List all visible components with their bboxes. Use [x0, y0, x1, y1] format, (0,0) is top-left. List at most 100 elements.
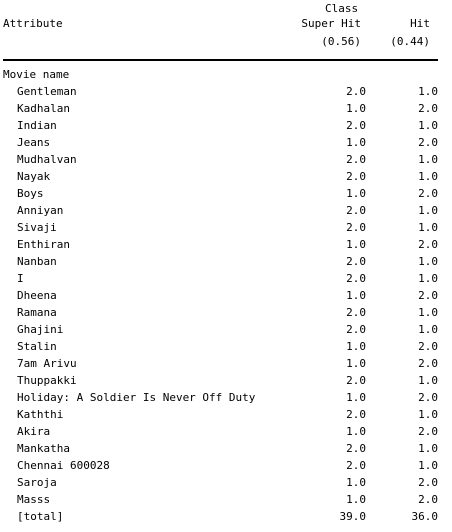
super-hit-count-cell: 1.0 [320, 236, 366, 253]
super-hit-count-cell: 2.0 [320, 151, 366, 168]
hit-count-cell: 1.0 [390, 406, 438, 423]
super-hit-count-cell: 2.0 [320, 321, 366, 338]
table-row: Ghajini 2.0 1.0 [0, 321, 452, 338]
hit-count-cell: 2.0 [390, 134, 438, 151]
movie-name-cell: 7am Arivu [17, 355, 77, 372]
movie-name-cell: Masss [17, 491, 50, 508]
super-hit-count-cell: 2.0 [320, 440, 366, 457]
movie-name-cell: Thuppakki [17, 372, 77, 389]
movie-name-cell: Sivaji [17, 219, 57, 236]
table-row: Chennai 600028 2.0 1.0 [0, 457, 452, 474]
hit-count-cell: 1.0 [390, 457, 438, 474]
table-row: Akira 1.0 2.0 [0, 423, 452, 440]
movie-name-cell: Mudhalvan [17, 151, 77, 168]
movie-name-cell: Gentleman [17, 83, 77, 100]
hit-count-cell: 1.0 [390, 202, 438, 219]
super-hit-prior: (0.56) [300, 33, 361, 50]
hit-count-cell: 1.0 [390, 253, 438, 270]
hit-count-cell: 1.0 [390, 372, 438, 389]
hit-count-cell: 1.0 [390, 440, 438, 457]
movie-name-cell: Stalin [17, 338, 57, 355]
table-row: Thuppakki 2.0 1.0 [0, 372, 452, 389]
super-hit-count-cell: 2.0 [320, 202, 366, 219]
hit-count-cell: 1.0 [390, 168, 438, 185]
super-hit-count-cell: 1.0 [320, 355, 366, 372]
super-hit-count-cell: 2.0 [320, 83, 366, 100]
hit-count-cell: 2.0 [390, 338, 438, 355]
table-row: Ramana 2.0 1.0 [0, 304, 452, 321]
hit-column-header: Hit [390, 15, 430, 32]
hit-count-cell: 2.0 [390, 423, 438, 440]
super-hit-count-cell: 1.0 [320, 423, 366, 440]
hit-count-cell: 1.0 [390, 321, 438, 338]
movie-name-cell: Saroja [17, 474, 57, 491]
movie-name-cell: Ramana [17, 304, 57, 321]
hit-count-cell: 2.0 [390, 287, 438, 304]
table-row: Kaththi 2.0 1.0 [0, 406, 452, 423]
super-hit-count-cell: 2.0 [320, 304, 366, 321]
hit-count-cell: 1.0 [390, 151, 438, 168]
table-row: Anniyan 2.0 1.0 [0, 202, 452, 219]
hit-count-cell: 2.0 [390, 389, 438, 406]
movie-name-cell: Anniyan [17, 202, 63, 219]
super-hit-count-cell: 2.0 [320, 372, 366, 389]
movie-name-cell: Akira [17, 423, 50, 440]
super-hit-count-cell: 2.0 [320, 168, 366, 185]
movie-name-cell: Ghajini [17, 321, 63, 338]
table-row: Mankatha 2.0 1.0 [0, 440, 452, 457]
super-hit-count-cell: 2.0 [320, 219, 366, 236]
movie-name-cell: Kadhalan [17, 100, 70, 117]
movie-name-cell: I [17, 270, 24, 287]
movie-name-cell: Holiday: A Soldier Is Never Off Duty [17, 389, 255, 406]
hit-total-cell: 36.0 [390, 508, 438, 525]
table-row: Gentleman 2.0 1.0 [0, 83, 452, 100]
section-label: Movie name [3, 66, 69, 83]
total-label: [total] [17, 508, 63, 525]
movie-name-cell: Enthiran [17, 236, 70, 253]
super-hit-count-cell: 1.0 [320, 134, 366, 151]
hit-count-cell: 1.0 [390, 117, 438, 134]
hit-count-cell: 1.0 [390, 83, 438, 100]
table-row: Stalin 1.0 2.0 [0, 338, 452, 355]
table-row: Enthiran 1.0 2.0 [0, 236, 452, 253]
table-row: Holiday: A Soldier Is Never Off Duty 1.0 2… [0, 389, 452, 406]
hit-count-cell: 2.0 [390, 185, 438, 202]
super-hit-count-cell: 2.0 [320, 270, 366, 287]
movie-name-cell: Nayak [17, 168, 50, 185]
super-hit-count-cell: 2.0 [320, 117, 366, 134]
table-row: Saroja 1.0 2.0 [0, 474, 452, 491]
table-row: Boys 1.0 2.0 [0, 185, 452, 202]
movie-name-cell: Chennai 600028 [17, 457, 110, 474]
movie-name-cell: Nanban [17, 253, 57, 270]
super-hit-count-cell: 1.0 [320, 287, 366, 304]
hit-prior: (0.44) [380, 33, 430, 50]
super-hit-count-cell: 2.0 [320, 406, 366, 423]
hit-count-cell: 2.0 [390, 474, 438, 491]
hit-count-cell: 1.0 [390, 219, 438, 236]
table-row: Dheena 1.0 2.0 [0, 287, 452, 304]
table-row: 7am Arivu 1.0 2.0 [0, 355, 452, 372]
movie-name-cell: Mankatha [17, 440, 70, 457]
super-hit-count-cell: 1.0 [320, 474, 366, 491]
table-row: Masss 1.0 2.0 [0, 491, 452, 508]
super-hit-count-cell: 1.0 [320, 185, 366, 202]
movie-name-cell: Boys [17, 185, 44, 202]
super-hit-count-cell: 1.0 [320, 100, 366, 117]
super-hit-column-header: Super Hit [290, 15, 361, 32]
table-row: Sivaji 2.0 1.0 [0, 219, 452, 236]
super-hit-count-cell: 1.0 [320, 389, 366, 406]
hit-count-cell: 2.0 [390, 355, 438, 372]
hit-count-cell: 1.0 [390, 270, 438, 287]
movie-name-cell: Indian [17, 117, 57, 134]
hit-count-cell: 2.0 [390, 100, 438, 117]
header-separator [3, 59, 438, 61]
super-hit-total-cell: 39.0 [320, 508, 366, 525]
table-row: Indian 2.0 1.0 [0, 117, 452, 134]
hit-count-cell: 2.0 [390, 236, 438, 253]
table-row: Jeans 1.0 2.0 [0, 134, 452, 151]
movie-name-cell: Kaththi [17, 406, 63, 423]
total-row: [total] 39.0 36.0 [0, 508, 452, 525]
table-row: Nanban 2.0 1.0 [0, 253, 452, 270]
super-hit-count-cell: 2.0 [320, 253, 366, 270]
movie-name-cell: Dheena [17, 287, 57, 304]
